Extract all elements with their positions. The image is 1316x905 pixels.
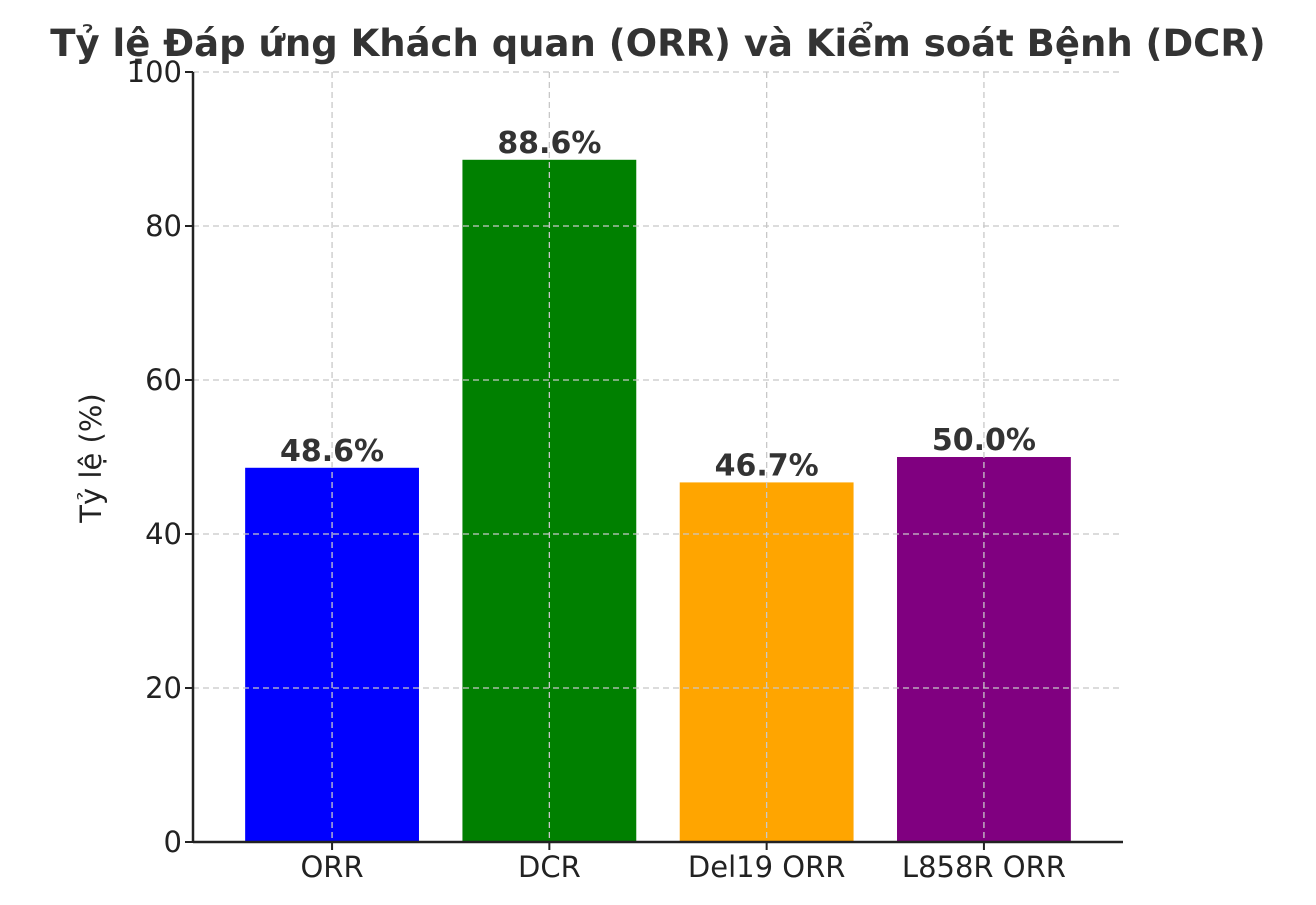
bars bbox=[245, 159, 1071, 842]
data-labels: 48.6% 88.6% 46.7% 50.0% bbox=[280, 126, 1036, 484]
grid-lines bbox=[193, 71, 1123, 842]
tick-labels: 0 20 40 60 80 100 ORR DCR Del19 ORR L858R ORR bbox=[127, 55, 1066, 884]
chart-title: Tỷ lệ Đáp ứng Khách quan (ORR) và Kiểm s… bbox=[50, 22, 1265, 65]
y-tick-label: 80 bbox=[145, 209, 182, 243]
bar-value-label: 46.7% bbox=[715, 448, 819, 483]
y-tick-label: 60 bbox=[145, 363, 182, 397]
axes bbox=[185, 71, 1123, 850]
bar-value-label: 48.6% bbox=[280, 434, 384, 469]
x-tick-label: L858R ORR bbox=[902, 850, 1066, 884]
bar-value-label: 50.0% bbox=[932, 423, 1036, 458]
bar-value-label: 88.6% bbox=[497, 126, 601, 161]
y-axis-label: Tỷ lệ (%) bbox=[74, 393, 108, 523]
y-tick-label: 20 bbox=[145, 671, 182, 705]
x-tick-label: DCR bbox=[518, 850, 581, 884]
x-tick-label: Del19 ORR bbox=[688, 850, 845, 884]
y-tick-label: 0 bbox=[164, 825, 182, 859]
y-tick-label: 40 bbox=[145, 517, 182, 551]
y-tick-label: 100 bbox=[127, 55, 182, 89]
x-tick-label: ORR bbox=[300, 850, 363, 884]
